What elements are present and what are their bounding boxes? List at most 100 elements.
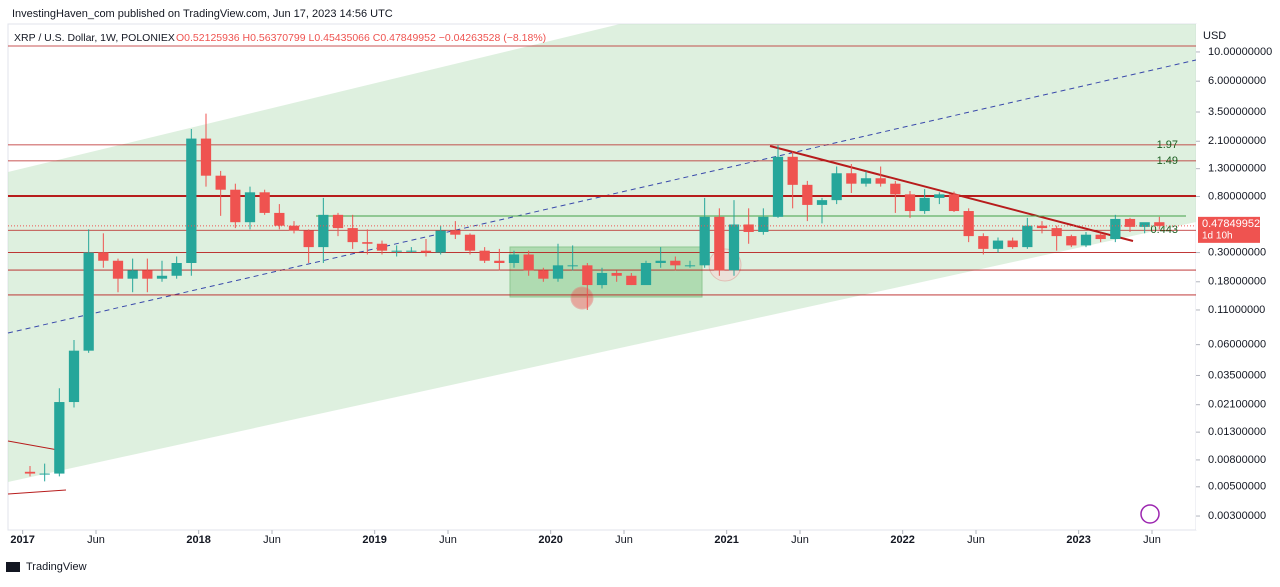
candle-body	[274, 212, 285, 226]
candle-body	[54, 402, 65, 474]
level-label: 1.97	[1157, 139, 1178, 151]
candle-body	[523, 254, 534, 271]
y-tick-label: 0.03500000	[1208, 369, 1266, 381]
x-tick-label: Jun	[1143, 534, 1161, 546]
ohlc: O0.52125936 H0.56370799 L0.45435066 C0.4…	[176, 32, 546, 44]
candle-body	[98, 252, 109, 261]
candle-body	[948, 194, 960, 212]
candle-body	[112, 260, 124, 279]
candle-body	[83, 252, 94, 351]
x-tick-label: 2022	[890, 534, 914, 546]
y-tick-label: 0.00500000	[1208, 481, 1266, 493]
y-tick-label: 2.10000000	[1208, 135, 1266, 147]
x-tick-label: 2023	[1066, 534, 1090, 546]
candle-body	[479, 250, 490, 261]
candle-body	[1110, 218, 1121, 240]
candle-body	[186, 138, 197, 263]
candle-body	[655, 260, 666, 263]
candle-body	[699, 216, 710, 266]
candle-body	[1095, 234, 1106, 240]
candle-body	[171, 262, 182, 276]
y-tick-label: 0.11000000	[1208, 304, 1265, 316]
candle-body	[288, 225, 300, 231]
price-tag	[1198, 216, 1260, 243]
candle-body	[596, 272, 608, 286]
candle-body	[1007, 240, 1018, 248]
candle-body	[978, 236, 989, 249]
x-tick-label: 2019	[362, 534, 386, 546]
y-tick-label: 6.00000000	[1208, 75, 1266, 87]
price-axis	[1196, 24, 1280, 530]
candle-body	[230, 189, 241, 223]
candle-body	[552, 265, 564, 279]
candle-body	[728, 224, 740, 271]
level-label: 0.443	[1150, 224, 1178, 236]
candle-body	[846, 173, 857, 184]
candle-body	[508, 254, 520, 263]
candle-body	[787, 156, 798, 185]
candle-body	[860, 178, 872, 184]
y-tick-label: 3.50000000	[1208, 106, 1266, 118]
currency: USD	[1203, 30, 1226, 42]
y-tick-label: 0.00300000	[1208, 510, 1266, 522]
candle-body	[1066, 236, 1077, 246]
candle-body	[244, 192, 256, 223]
candle-body	[347, 228, 358, 243]
x-tick-label: Jun	[439, 534, 457, 546]
y-tick-label: 0.30000000	[1208, 246, 1266, 258]
candle-body	[1139, 222, 1150, 227]
candle-body	[743, 224, 754, 232]
candle-body	[332, 214, 344, 229]
candle-body	[318, 214, 329, 248]
candle-body	[626, 275, 637, 286]
y-tick-label: 0.01300000	[1208, 426, 1266, 438]
x-tick-label: 2017	[10, 534, 34, 546]
x-tick-label: Jun	[967, 534, 985, 546]
event-icon	[1140, 504, 1160, 524]
candle-body	[24, 471, 36, 474]
candle-body	[1022, 225, 1033, 248]
y-tick-label: 0.18000000	[1208, 276, 1266, 288]
candle-body	[992, 240, 1004, 249]
candle-body	[39, 473, 50, 475]
candle-body	[758, 216, 769, 232]
candle-body	[420, 250, 432, 253]
candle-body	[1080, 234, 1092, 246]
candle-body	[684, 265, 696, 267]
candle-body	[640, 262, 652, 286]
y-tick-label: 1.30000000	[1208, 163, 1266, 175]
drawings	[7, 24, 1197, 524]
candle-body	[1124, 218, 1136, 227]
candle-body	[156, 275, 168, 279]
x-tick-label: Jun	[615, 534, 633, 546]
candle-body	[904, 194, 916, 212]
y-tick-label: 10.00000000	[1208, 46, 1272, 58]
countdown: 1d 10h	[1202, 230, 1233, 241]
candle-body	[611, 272, 622, 276]
candle-body	[127, 270, 138, 279]
base-line	[7, 489, 67, 495]
candle-body	[435, 230, 446, 253]
x-tick-label: Jun	[87, 534, 105, 546]
downtrend-line	[769, 145, 1134, 242]
candle-body	[259, 192, 270, 213]
candle-body	[831, 173, 842, 201]
footer: TradingView	[26, 561, 87, 573]
candle-body	[406, 250, 417, 252]
candle-body	[772, 156, 784, 217]
candle-body	[890, 183, 901, 195]
x-tick-label: 2021	[714, 534, 738, 546]
candle-body	[376, 243, 388, 251]
x-tick-label: 2020	[538, 534, 562, 546]
candle-body	[670, 260, 681, 266]
highlight-circle	[570, 286, 594, 310]
candle-body	[582, 265, 593, 286]
candle-body	[200, 138, 212, 176]
candle-body	[934, 194, 945, 198]
candle-body	[464, 234, 476, 251]
candle-body	[362, 242, 373, 244]
candle-body	[714, 216, 725, 271]
y-tick-label: 0.80000000	[1208, 190, 1266, 202]
x-tick-label: Jun	[263, 534, 281, 546]
